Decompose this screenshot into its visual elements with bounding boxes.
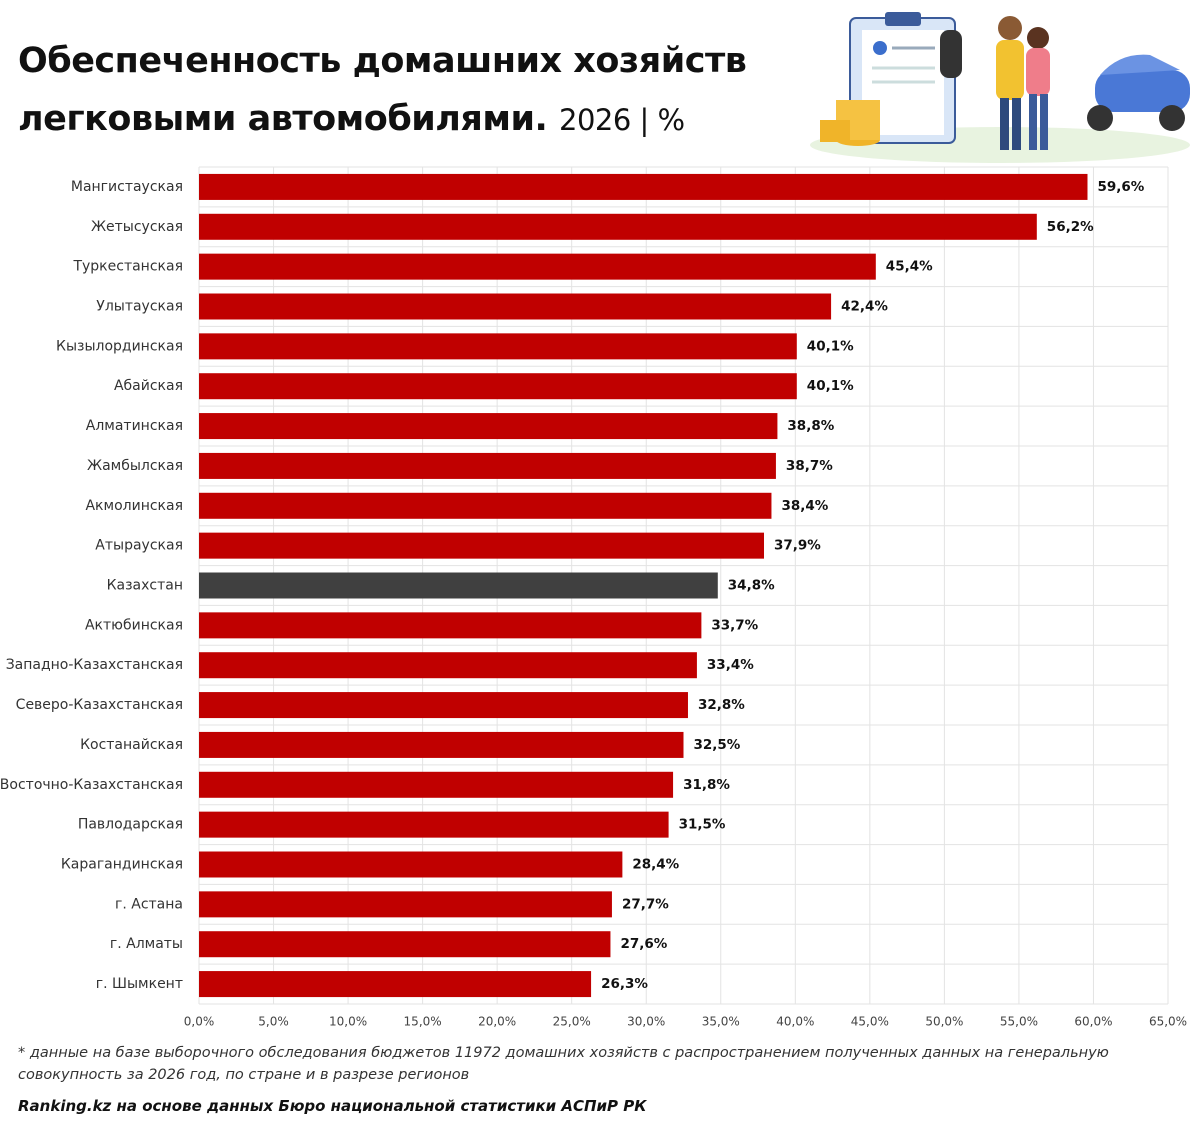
x-tick-label: 25,0% [553,1015,591,1029]
y-tick-label: Казахстан [107,578,183,594]
y-tick-label: Жетысуская [91,219,183,235]
y-tick-label: Мангистауская [71,179,183,195]
y-tick-label: г. Астана [115,896,183,912]
value-label: 27,6% [620,936,667,952]
value-label: 28,4% [632,857,679,873]
value-label: 34,8% [728,578,775,594]
bar [199,931,611,958]
bar [199,253,876,280]
value-label: 56,2% [1047,219,1094,235]
value-label: 31,5% [679,817,726,833]
bar [199,652,697,679]
y-tick-label: Атырауская [95,538,183,554]
x-tick-label: 40,0% [776,1015,814,1029]
y-tick-label: Павлодарская [78,817,183,833]
bar [199,851,623,878]
value-label: 27,7% [622,896,669,912]
value-label: 59,6% [1097,179,1144,195]
bar [199,612,702,639]
bar [199,373,797,400]
y-tick-label: Карагандинская [61,857,183,873]
x-tick-label: 60,0% [1074,1015,1112,1029]
bar [199,333,797,360]
bar [199,532,765,559]
y-tick-label: Западно-Казахстанская [6,657,183,673]
value-label: 42,4% [841,299,888,315]
value-label: 31,8% [683,777,730,793]
y-tick-label: Алматинская [86,418,183,434]
x-tick-label: 20,0% [478,1015,516,1029]
x-tick-label: 45,0% [851,1015,889,1029]
value-label: 33,7% [711,617,758,633]
y-tick-label: Кызылординская [56,338,183,354]
x-tick-label: 35,0% [702,1015,740,1029]
bar [199,572,718,599]
bar [199,452,776,479]
value-label: 32,8% [698,697,745,713]
x-tick-label: 10,0% [329,1015,367,1029]
x-tick-label: 55,0% [1000,1015,1038,1029]
source: Ranking.kz на основе данных Бюро национа… [18,1097,647,1115]
bar [199,771,674,798]
bar [199,731,684,758]
value-label: 38,7% [786,458,833,474]
bar [199,293,832,320]
illustration [810,12,1190,163]
bar [199,213,1037,240]
bar [199,692,688,719]
bar [199,811,669,838]
bar [199,891,612,918]
x-tick-label: 30,0% [627,1015,665,1029]
value-label: 37,9% [774,538,821,554]
bar [199,413,778,440]
value-label: 38,4% [781,498,828,514]
bar [199,492,772,519]
y-tick-label: Абайская [114,378,183,394]
y-tick-label: Акмолинская [85,498,183,514]
y-tick-label: Жамбылская [87,458,183,474]
y-tick-label: Актюбинская [85,617,183,633]
y-tick-label: Костанайская [80,737,183,753]
title-block: Обеспеченность домашних хозяйств легковы… [18,32,778,149]
y-tick-label: Улытауская [96,299,183,315]
y-tick-label: г. Шымкент [96,976,183,992]
x-tick-label: 15,0% [404,1015,442,1029]
value-label: 40,1% [807,338,854,354]
y-tick-label: Туркестанская [72,259,183,275]
x-tick-label: 65,0% [1149,1015,1187,1029]
y-tick-label: г. Алматы [110,936,183,952]
chart-title: Обеспеченность домашних хозяйств легковы… [18,41,747,139]
value-label: 33,4% [707,657,754,673]
chart: 0,0% 5,0% 10,0% 15,0% 20,0% 25,0% 30,0% 35,0% 40… [0,166,1187,1029]
value-label: 32,5% [694,737,741,753]
footnote: * данные на базе выборочного обследовани… [18,1045,1109,1083]
x-tick-label: 0,0% [184,1015,215,1029]
value-label: 38,8% [787,418,834,434]
value-label: 26,3% [601,976,648,992]
y-tick-label: Северо-Казахстанская [16,697,183,713]
x-tick-label: 50,0% [925,1015,963,1029]
bar [199,971,592,998]
bar [199,173,1088,200]
value-label: 40,1% [807,378,854,394]
value-label: 45,4% [886,259,933,275]
y-tick-label: Восточно-Казахстанская [0,777,183,793]
x-tick-label: 5,0% [258,1015,289,1029]
chart-subtitle: 2026 | % [559,103,685,137]
